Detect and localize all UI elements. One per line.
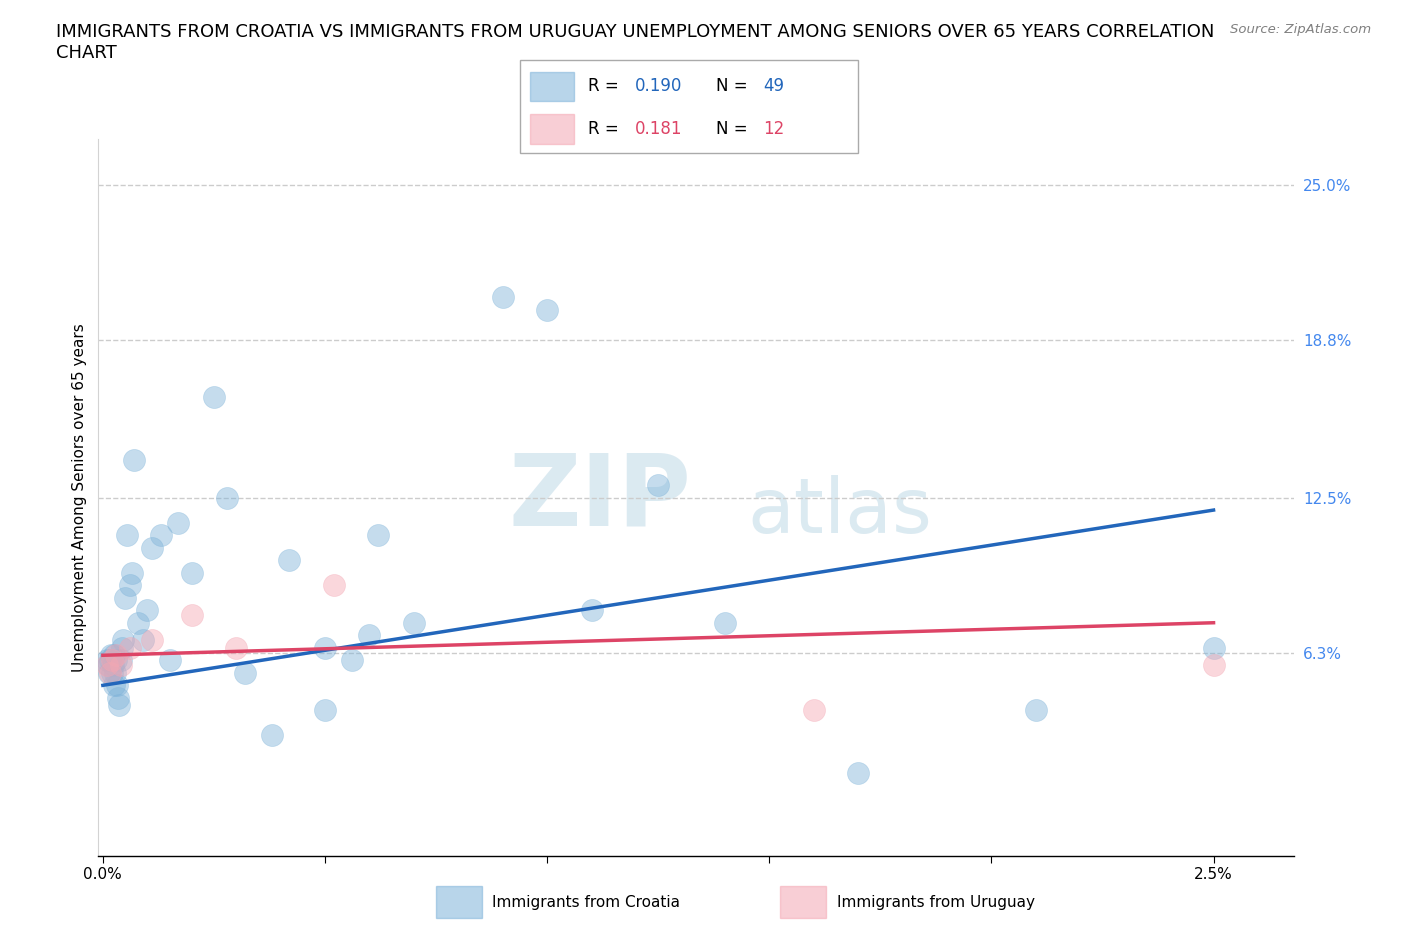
Point [98,665,121,680]
Point [225,641,247,656]
Point [110,653,132,668]
Point [402,616,425,631]
Y-axis label: Unemployment Among Seniors over 65 years: Unemployment Among Seniors over 65 years [72,324,87,671]
FancyBboxPatch shape [530,72,574,101]
Point [100,653,122,668]
Text: N =: N = [716,120,752,139]
Point [1202,641,1225,656]
Text: Immigrants from Uruguay: Immigrants from Uruguay [837,895,1035,910]
Point [112,632,135,647]
Point [167,515,190,530]
Point [159,653,181,668]
FancyBboxPatch shape [436,885,482,919]
Point [803,703,825,718]
Text: ZIP: ZIP [509,449,692,546]
Point [100,665,122,680]
Point [260,728,283,743]
Text: 0.190: 0.190 [636,77,682,96]
Text: Immigrants from Croatia: Immigrants from Croatia [492,895,681,910]
Point [647,478,669,493]
Text: atlas: atlas [747,475,932,549]
Point [1202,658,1225,672]
Point [217,490,239,505]
Point [136,603,159,618]
Point [359,628,381,643]
Point [108,698,131,712]
Point [103,648,125,663]
Point [127,616,149,631]
Point [103,678,125,693]
Point [314,641,336,656]
Point [180,608,202,623]
Point [367,527,389,542]
Point [340,653,363,668]
Text: 0.181: 0.181 [636,120,682,139]
Point [581,603,603,618]
Text: R =: R = [588,120,624,139]
Text: N =: N = [716,77,752,96]
Point [314,703,336,718]
Text: 49: 49 [763,77,785,96]
Point [100,648,122,663]
Point [322,578,344,592]
Point [180,565,202,580]
Point [114,591,136,605]
Point [98,665,121,680]
Text: R =: R = [588,77,624,96]
FancyBboxPatch shape [520,60,858,153]
Point [141,540,163,555]
Point [105,653,128,668]
Text: IMMIGRANTS FROM CROATIA VS IMMIGRANTS FROM URUGUAY UNEMPLOYMENT AMONG SENIORS OV: IMMIGRANTS FROM CROATIA VS IMMIGRANTS FR… [56,23,1215,41]
FancyBboxPatch shape [530,114,574,144]
Point [121,565,143,580]
Point [536,302,558,317]
Point [492,290,515,305]
Point [714,616,737,631]
Point [117,527,139,542]
Point [105,648,128,663]
FancyBboxPatch shape [780,885,827,919]
Point [98,653,121,668]
Text: Source: ZipAtlas.com: Source: ZipAtlas.com [1230,23,1371,36]
Point [110,641,132,656]
Point [107,690,129,705]
Point [233,665,256,680]
Point [97,658,120,672]
Point [132,632,155,647]
Point [96,658,118,672]
Point [122,453,145,468]
Text: 12: 12 [763,120,785,139]
Point [110,658,132,672]
Point [1025,703,1047,718]
Point [118,578,141,592]
Point [846,765,869,780]
Point [118,641,141,656]
Point [149,527,172,542]
Point [278,552,301,567]
Point [202,390,225,405]
Point [105,678,128,693]
Point [101,658,124,672]
Point [141,632,163,647]
Point [96,653,118,668]
Point [104,665,127,680]
Text: CHART: CHART [56,44,117,61]
